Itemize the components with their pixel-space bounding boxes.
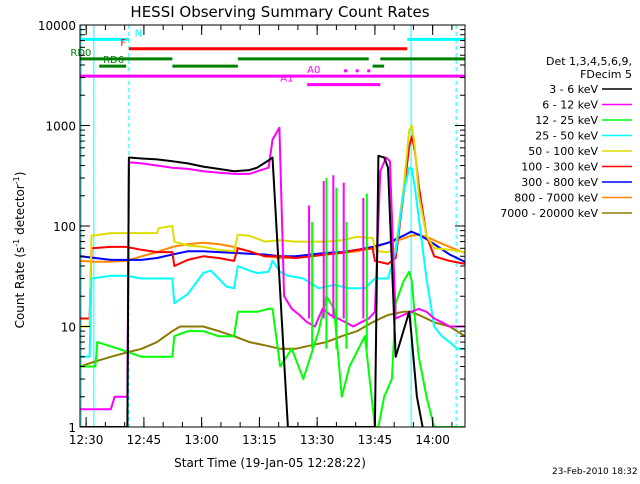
chart-title: HESSI Observing Summary Count Rates xyxy=(130,3,429,21)
legend-header-0: Det 1,3,4,5,6,9, xyxy=(546,55,632,68)
y-axis-label: Count Rate (s-1 detector-1) xyxy=(12,172,27,329)
legend-label-3: 25 - 50 keV xyxy=(535,130,598,143)
x-tick-label-6: 14:00 xyxy=(415,433,450,447)
state-label-rd0: RD0 xyxy=(70,48,91,59)
y-label-text: detector xyxy=(13,184,27,239)
y-tick-label-2: 100 xyxy=(53,220,76,234)
y-label-text: ) xyxy=(13,172,27,177)
series-line-0 xyxy=(80,154,424,427)
series-line-4 xyxy=(80,124,465,328)
legend-label-7: 800 - 7000 keV xyxy=(514,192,598,205)
state-label-a1: A1 xyxy=(280,74,293,85)
legend-label-0: 3 - 6 keV xyxy=(549,83,598,96)
plot-area xyxy=(80,25,465,427)
axes: NF RD0 RD6 A0 A1 1 10 100 1000 10000 12:30 12:45 13:… xyxy=(38,19,466,447)
legend-label-6: 300 - 800 keV xyxy=(521,176,598,189)
legend-label-4: 50 - 100 keV xyxy=(528,145,598,158)
legend-label-1: 6 - 12 keV xyxy=(542,99,598,112)
state-label-n: N xyxy=(135,28,142,39)
a0-dot-2 xyxy=(367,69,371,73)
y-label-superscript: -1 xyxy=(12,176,21,184)
series-line-5 xyxy=(80,135,465,320)
x-tick-label-2: 13:00 xyxy=(184,433,219,447)
plot-frame xyxy=(79,24,466,428)
x-tick-label-0: 12:30 xyxy=(69,433,104,447)
a0-dot-1 xyxy=(355,69,359,73)
x-axis-label: Start Time (19-Jan-05 12:28:22) xyxy=(174,456,366,470)
series-line-3 xyxy=(80,166,465,358)
legend-label-8: 7000 - 20000 keV xyxy=(500,207,598,220)
state-label-f: F xyxy=(120,38,126,49)
x-tick-label-3: 13:15 xyxy=(242,433,277,447)
a0-dot-0 xyxy=(344,69,348,73)
y-tick-label-1: 10 xyxy=(61,321,76,335)
date-stamp: 23-Feb-2010 18:32 xyxy=(552,467,638,477)
y-label-text: Count Rate (s xyxy=(13,247,27,329)
y-label-superscript: -1 xyxy=(12,239,21,247)
legend-header-1: FDecim 5 xyxy=(580,68,632,81)
x-tick-label-5: 13:45 xyxy=(358,433,393,447)
y-tick-label-4: 10000 xyxy=(38,19,76,33)
x-tick-label-1: 12:45 xyxy=(127,433,162,447)
y-tick-label-0: 1 xyxy=(68,421,76,435)
legend: Det 1,3,4,5,6,9,FDecim 5 3 - 6 keV 6 - 12 … xyxy=(500,55,632,220)
series-line-1 xyxy=(80,126,465,411)
state-label-rd6: RD6 xyxy=(103,55,124,66)
x-tick-label-4: 13:30 xyxy=(300,433,335,447)
legend-label-5: 100 - 300 keV xyxy=(521,161,598,174)
series-line-2 xyxy=(80,270,465,427)
state-label-a0: A0 xyxy=(307,65,320,76)
y-tick-label-3: 1000 xyxy=(45,120,76,134)
legend-label-2: 12 - 25 keV xyxy=(535,114,598,127)
